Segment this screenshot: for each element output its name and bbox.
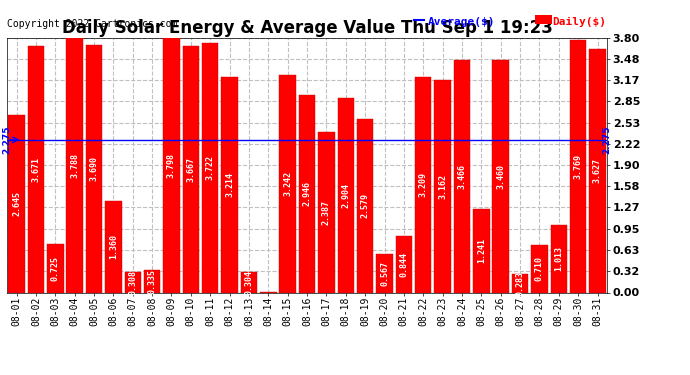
Bar xyxy=(376,255,393,292)
Text: 3.214: 3.214 xyxy=(225,172,234,197)
Bar xyxy=(337,98,354,292)
Text: 1.013: 1.013 xyxy=(554,246,563,271)
Text: Average($): Average($) xyxy=(428,17,495,27)
Text: 3.788: 3.788 xyxy=(70,153,79,178)
Text: 3.460: 3.460 xyxy=(496,164,505,189)
Bar xyxy=(299,95,315,292)
Bar xyxy=(86,45,102,292)
Text: 2.387: 2.387 xyxy=(322,200,331,225)
Bar xyxy=(279,75,296,292)
Text: 0.844: 0.844 xyxy=(400,252,408,277)
Bar xyxy=(551,225,567,292)
Text: 0.304: 0.304 xyxy=(244,270,253,295)
Bar xyxy=(66,38,83,292)
Text: 2.946: 2.946 xyxy=(302,181,312,206)
Text: 3.690: 3.690 xyxy=(90,156,99,181)
Bar xyxy=(473,209,490,292)
Bar xyxy=(202,43,219,292)
Bar xyxy=(512,273,529,292)
Text: Daily($): Daily($) xyxy=(552,17,606,27)
Bar xyxy=(435,80,451,292)
Bar xyxy=(124,272,141,292)
Bar xyxy=(493,60,509,292)
Text: 2.645: 2.645 xyxy=(12,191,21,216)
Bar xyxy=(454,60,470,292)
Bar xyxy=(395,236,412,292)
Text: 3.769: 3.769 xyxy=(573,153,582,178)
Bar xyxy=(531,245,548,292)
Bar xyxy=(105,201,121,292)
Text: 3.667: 3.667 xyxy=(186,157,195,182)
Title: Daily Solar Energy & Average Value Thu Sep 1 19:23: Daily Solar Energy & Average Value Thu S… xyxy=(61,20,553,38)
Bar xyxy=(144,270,160,292)
Bar xyxy=(241,272,257,292)
Text: 2.579: 2.579 xyxy=(361,194,370,219)
Bar xyxy=(164,38,179,292)
Text: 3.798: 3.798 xyxy=(167,153,176,178)
Text: 2.275: 2.275 xyxy=(602,126,612,154)
Bar xyxy=(589,49,606,292)
Text: 3.466: 3.466 xyxy=(457,164,466,189)
Bar xyxy=(570,40,586,292)
Text: 3.722: 3.722 xyxy=(206,155,215,180)
Bar xyxy=(8,115,25,292)
Text: 0.710: 0.710 xyxy=(535,256,544,281)
Text: 0.308: 0.308 xyxy=(128,270,137,295)
Text: 1.241: 1.241 xyxy=(477,238,486,263)
Text: 3.162: 3.162 xyxy=(438,174,447,199)
Text: 3.627: 3.627 xyxy=(593,158,602,183)
Bar xyxy=(357,119,373,292)
Text: 2.275: 2.275 xyxy=(2,126,12,154)
Text: Copyright 2022 Cartronics.com: Copyright 2022 Cartronics.com xyxy=(7,19,177,29)
Text: 0.725: 0.725 xyxy=(51,256,60,280)
Bar xyxy=(47,244,63,292)
Text: 3.671: 3.671 xyxy=(32,157,41,182)
Text: 1.360: 1.360 xyxy=(109,234,118,260)
Text: 0.335: 0.335 xyxy=(148,269,157,294)
Bar xyxy=(183,46,199,292)
Text: 2.904: 2.904 xyxy=(342,183,351,208)
Text: 3.209: 3.209 xyxy=(419,172,428,197)
Text: 0.567: 0.567 xyxy=(380,261,389,286)
Text: 0.283: 0.283 xyxy=(515,270,524,296)
Bar xyxy=(318,132,335,292)
Bar xyxy=(221,77,238,292)
Bar xyxy=(28,46,44,292)
Text: 3.242: 3.242 xyxy=(283,171,292,196)
Bar xyxy=(415,77,431,292)
